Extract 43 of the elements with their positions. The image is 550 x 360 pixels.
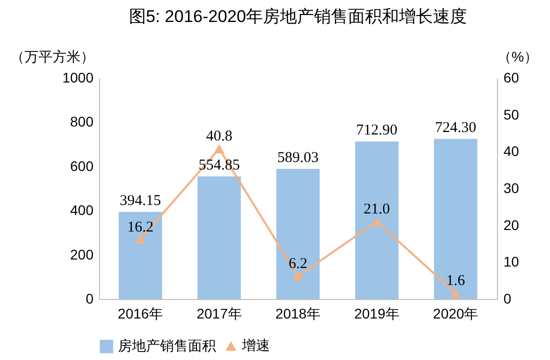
- x-tick-label: 2019年: [354, 306, 400, 322]
- y2-tick-label: 10: [504, 254, 520, 270]
- y-axis-title: （万平方米）: [10, 48, 94, 64]
- point: [135, 234, 146, 244]
- y2-tick-label: 20: [504, 216, 520, 233]
- y2-tick-label: 0: [504, 290, 512, 306]
- legend-label: 房地产销售面积: [118, 338, 216, 354]
- x-tick-label: 2020年: [433, 306, 478, 322]
- chart-title: 图5: 2016-2020年房地产销售面积和增长速度: [128, 7, 468, 26]
- x-tick-label: 2018年: [275, 306, 321, 322]
- point: [292, 272, 304, 281]
- legend-label: 增速: [241, 337, 270, 353]
- bar: [276, 168, 320, 299]
- y-tick-label: 200: [70, 246, 94, 262]
- data-label: 554.85: [198, 157, 240, 174]
- data-label: 724.30: [435, 120, 476, 136]
- data-label: 589.03: [277, 150, 319, 166]
- y2-axis-title: （%）: [498, 48, 538, 64]
- y-tick-label: 800: [70, 114, 94, 130]
- bar: [355, 141, 398, 299]
- point: [372, 217, 382, 226]
- y2-tick-label: 50: [504, 106, 520, 122]
- data-label: 40.8: [206, 128, 232, 145]
- y-tick-label: 1000: [62, 70, 94, 86]
- y2-tick-label: 60: [504, 70, 520, 86]
- data-label: 712.90: [356, 122, 398, 138]
- y-tick-label: 600: [70, 158, 94, 174]
- bar: [198, 176, 241, 299]
- bar: [118, 212, 162, 299]
- point: [450, 288, 461, 298]
- data-label: 21.0: [364, 202, 390, 218]
- y2-tick-label: 40: [504, 143, 520, 160]
- y-tick-label: 400: [70, 202, 94, 218]
- y2-tick-label: 30: [504, 180, 520, 196]
- point: [214, 144, 224, 154]
- data-label: 16.2: [127, 219, 154, 236]
- data-label: 6.2: [288, 256, 308, 272]
- data-label: 394.15: [120, 192, 161, 209]
- x-tick-label: 2016年: [118, 306, 163, 322]
- y-tick-label: 0: [86, 290, 94, 306]
- bar: [434, 138, 478, 299]
- data-label: 1.6: [446, 273, 466, 290]
- x-tick-label: 2017年: [196, 306, 242, 322]
